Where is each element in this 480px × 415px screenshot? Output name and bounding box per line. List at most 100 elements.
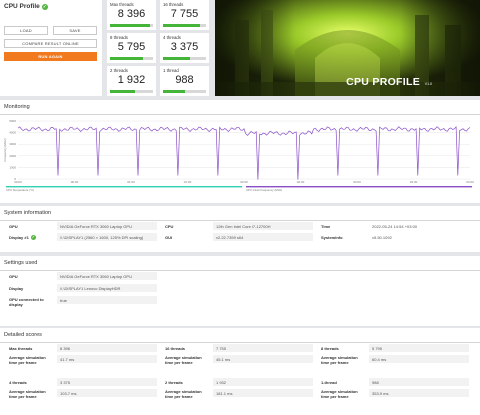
detail-score: 5 795 [369, 344, 469, 352]
detail-label: 2 threads [165, 380, 183, 385]
y-tick-label: 2000 [9, 154, 16, 158]
detail-avg: 353.9 ms [369, 389, 469, 397]
x-tick-label: 02:30 [297, 180, 305, 184]
divider [0, 114, 480, 115]
gpu-value: NVIDIA GeForce RTX 3060 Laptop GPU [57, 222, 157, 230]
score-card-16-threads: 16 threads 7 755 [160, 0, 209, 30]
detail-label: 16 threads [165, 346, 186, 351]
time-label: Time [321, 224, 331, 229]
display-value: \\.\DISPLAY1 (2560 × 1600, 125% DPI scal… [57, 233, 157, 241]
score-card-2-threads: 2 threads 1 932 [107, 66, 156, 96]
monitoring-title: Monitoring [4, 104, 30, 110]
divider [0, 220, 480, 221]
detail-avg-label: Average simulation time per frame [321, 355, 358, 365]
y-tick-label: 0 [14, 177, 16, 181]
score-value: 8 396 [117, 8, 146, 20]
detail-avg: 60.4 ms [369, 355, 469, 363]
detail-score: 7 755 [213, 344, 313, 352]
settings-gpu-value: NVIDIA GeForce RTX 3060 Laptop GPU [57, 272, 157, 280]
detail-avg: 181.1 ms [213, 389, 313, 397]
detailed-scores-title: Detailed scores [4, 332, 42, 338]
detail-avg: 103.7 ms [57, 389, 157, 397]
divider [0, 342, 480, 343]
settings-display-label: Display [9, 286, 24, 291]
hero-title: CPU PROFILE [346, 76, 420, 88]
y-tick-label: 3000 [9, 142, 16, 146]
monitoring-chart: 5000 4000 3000 2000 1000 0 Frequency (MHz) 00:0… [3, 119, 474, 192]
display-label-group: Display #1 ✓ [9, 235, 36, 240]
detail-avg: 41.7 ms [57, 355, 157, 363]
score-card-max-threads: Max threads 8 396 [107, 0, 156, 30]
score-value: 3 375 [170, 41, 199, 53]
score-bar [110, 24, 153, 27]
y-tick-label: 4000 [9, 131, 16, 135]
detail-avg-label: Average simulation time per frame [165, 355, 202, 365]
gui-value: v2.22.7359 s64 [213, 233, 313, 241]
display-label: Display #1 [9, 235, 29, 240]
check-icon: ✓ [30, 235, 36, 240]
detailed-scores-panel: Detailed scores Max threads 8 396 Averag… [0, 328, 480, 415]
score-bar [163, 24, 206, 27]
x-tick-label: 00:00 [14, 180, 22, 184]
score-value: 988 [175, 74, 194, 86]
cpu-profile-title: CPU Profile ✓ [4, 3, 48, 10]
detail-label: 8 threads [321, 346, 339, 351]
gpu-label: GPU [9, 224, 18, 229]
detail-label: 4 threads [9, 380, 27, 385]
system-information-title: System information [4, 210, 52, 216]
check-icon: ✓ [41, 3, 48, 10]
detail-avg-label: Average simulation time per frame [9, 355, 46, 365]
score-bar [110, 90, 153, 93]
hero-banner: CPU PROFILE V1.0 [215, 0, 480, 96]
hero-version: V1.0 [424, 82, 432, 86]
gui-label: GUI [165, 235, 173, 240]
x-tick-label: 00:30 [71, 180, 79, 184]
detail-avg-label: Average simulation time per frame [321, 389, 358, 399]
score-label: 2 threads [110, 68, 128, 73]
cpu-frequency-line [17, 126, 471, 180]
score-label: Max threads [110, 2, 134, 7]
detail-avg-label: Average simulation time per frame [9, 389, 46, 399]
x-tick-label: 03:30 [410, 180, 418, 184]
detail-avg-label: Average simulation time per frame [165, 389, 202, 399]
score-label: 8 threads [110, 35, 128, 40]
settings-used-title: Settings used [4, 260, 38, 266]
systeminfo-label: SystemInfo [321, 235, 343, 240]
score-bar [163, 90, 206, 93]
settings-gpu-label: GPU [9, 274, 18, 279]
detail-score: 3 375 [57, 378, 157, 386]
settings-used-panel: Settings used GPU NVIDIA GeForce RTX 306… [0, 256, 480, 326]
detail-label: Max threads [9, 346, 33, 351]
x-tick-label: 01:30 [184, 180, 192, 184]
score-bar [110, 57, 153, 60]
x-tick-label: 03:00 [353, 180, 361, 184]
page-title: CPU Profile [4, 3, 40, 10]
load-button[interactable]: LOAD [4, 26, 48, 35]
score-value: 7 755 [170, 8, 199, 20]
detail-score: 1 932 [213, 378, 313, 386]
monitoring-panel: Monitoring 5000 4000 3000 2000 1000 0 Frequenc… [0, 100, 480, 203]
legend-frequency-label: CPU Clock Frequency (MHz) [246, 188, 282, 192]
score-label: 16 threads [163, 2, 184, 7]
x-tick-label: 01:00 [127, 180, 135, 184]
settings-display-value: \\.\DISPLAY1 Lenovo DisplayHDR [57, 284, 157, 292]
cpu-value: 12th Gen Intel Core i7-12700H [213, 222, 313, 230]
system-information-panel: System information GPU NVIDIA GeForce RT… [0, 206, 480, 252]
gpu-connected-label: GPU connected to display [9, 297, 44, 307]
score-card-4-threads: 4 threads 3 375 [160, 33, 209, 63]
score-bar [163, 57, 206, 60]
score-label: 1 thread [163, 68, 179, 73]
score-card-8-threads: 8 threads 5 795 [107, 33, 156, 63]
divider [0, 270, 480, 271]
x-tick-label: 02:00 [240, 180, 248, 184]
frequency-legend-bar [246, 186, 472, 188]
run-again-button[interactable]: RUN AGAIN [4, 52, 97, 61]
y-axis-label: Frequency (MHz) [3, 138, 7, 161]
y-tick-label: 5000 [9, 119, 16, 123]
compare-result-online-button[interactable]: COMPARE RESULT ONLINE [4, 39, 97, 48]
legend-temperature-label: CPU Temperature (°C) [6, 188, 34, 192]
time-value: 2022-05-24 14:54 +03:00 [372, 223, 418, 229]
save-button[interactable]: SAVE [53, 26, 97, 35]
score-value: 1 932 [117, 74, 146, 86]
temperature-legend-bar [6, 186, 242, 188]
